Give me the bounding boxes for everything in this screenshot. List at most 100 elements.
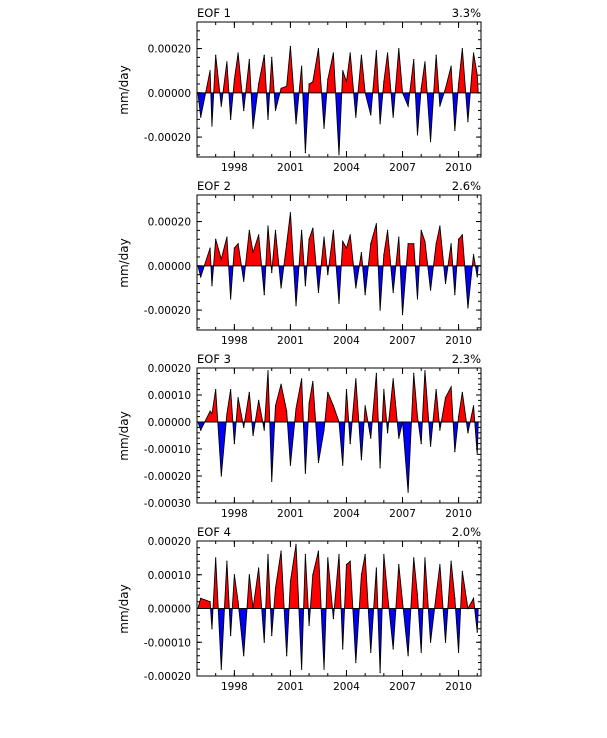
data-point [226, 413, 228, 415]
x-tick-label: 2004 [333, 681, 360, 693]
y-tick-label: -0.00010 [144, 637, 191, 649]
data-point [274, 587, 277, 589]
data-point [312, 227, 314, 229]
data-point [338, 421, 340, 423]
data-point [209, 601, 211, 603]
data-point [209, 247, 211, 249]
data-point [211, 125, 213, 127]
data-point [370, 651, 372, 653]
data-point [472, 597, 475, 599]
x-tick-label: 2007 [389, 681, 416, 693]
data-point [401, 601, 404, 603]
data-point [327, 557, 329, 559]
x-tick-label: 2004 [333, 508, 360, 520]
y-axis-label-2: mm/day [117, 238, 131, 288]
data-point [383, 389, 385, 391]
data-point [355, 116, 357, 118]
data-point [467, 307, 469, 309]
data-point [308, 402, 310, 404]
y-tick-label: 0.00020 [148, 44, 191, 56]
data-point [200, 276, 202, 278]
data-point [424, 557, 426, 559]
data-point [345, 389, 348, 391]
data-point [398, 564, 400, 566]
y-tick-label: 0.00010 [148, 390, 191, 402]
data-point [243, 655, 245, 657]
data-point [289, 464, 292, 466]
data-point [379, 467, 381, 469]
x-tick-label: 2004 [333, 335, 360, 347]
data-point [258, 567, 260, 569]
eof-panel-1: EOF 1 3.3% mm/day -0.00020 0.00000 0.00020… [117, 6, 482, 174]
plot-frame-2 [196, 194, 482, 331]
data-point [392, 116, 394, 118]
data-point [349, 52, 351, 54]
data-point [439, 225, 441, 227]
x-tick-label: 1998 [221, 162, 248, 174]
data-point [413, 372, 415, 374]
data-point [461, 391, 463, 393]
y-tick-label: 0.00020 [148, 363, 191, 375]
x-tick-label: 2001 [277, 162, 304, 174]
data-point [323, 127, 325, 129]
data-point [308, 624, 310, 626]
panel-title-2: EOF 2 [197, 179, 231, 193]
data-point [211, 628, 213, 630]
y-tick-label: 0.00020 [148, 536, 191, 548]
data-point [472, 405, 475, 407]
data-point [401, 313, 404, 316]
data-point [467, 607, 469, 610]
data-point [439, 564, 441, 566]
data-point [416, 416, 419, 418]
data-point [274, 405, 277, 407]
x-tick-label: 2007 [389, 508, 416, 520]
data-point [237, 397, 239, 399]
data-point [420, 443, 422, 445]
panel-subtitle-3: 2.3% [452, 352, 481, 366]
data-point [386, 432, 389, 434]
data-point [280, 87, 282, 89]
data-point [472, 52, 475, 54]
data-point [379, 672, 381, 674]
data-point [345, 247, 348, 249]
data-point [258, 399, 260, 401]
data-point [271, 634, 273, 637]
data-point [263, 293, 265, 296]
y-tick-label: -0.00010 [144, 444, 191, 456]
data-point [332, 618, 334, 620]
data-point [457, 83, 460, 85]
data-point [258, 234, 260, 236]
data-point [450, 386, 452, 388]
data-point [286, 655, 288, 657]
data-point [364, 405, 366, 407]
data-point [220, 105, 222, 107]
y-tick-label: -0.00020 [144, 132, 191, 144]
data-point [370, 114, 372, 116]
data-point [312, 81, 314, 83]
data-point [286, 410, 288, 412]
data-point [304, 285, 306, 287]
data-point [345, 564, 348, 566]
y-axis-label-4: mm/day [117, 584, 131, 634]
data-point [301, 229, 303, 232]
data-point [476, 74, 478, 76]
data-point [267, 118, 269, 120]
negative-area-4 [197, 608, 479, 673]
data-point [454, 293, 456, 296]
data-point [342, 464, 344, 466]
data-point [407, 491, 409, 493]
data-point [439, 105, 441, 107]
data-point [435, 54, 437, 56]
data-point [332, 52, 334, 54]
x-tick-label: 2010 [445, 508, 472, 520]
series-line-2 [197, 212, 479, 315]
data-point [413, 557, 415, 559]
data-point [370, 243, 372, 245]
data-point [280, 287, 282, 289]
data-point [327, 274, 329, 276]
data-point [398, 47, 400, 50]
data-point [476, 276, 478, 278]
y-axis-label-1: mm/day [117, 65, 131, 115]
data-point [308, 238, 310, 240]
data-point [220, 258, 222, 260]
